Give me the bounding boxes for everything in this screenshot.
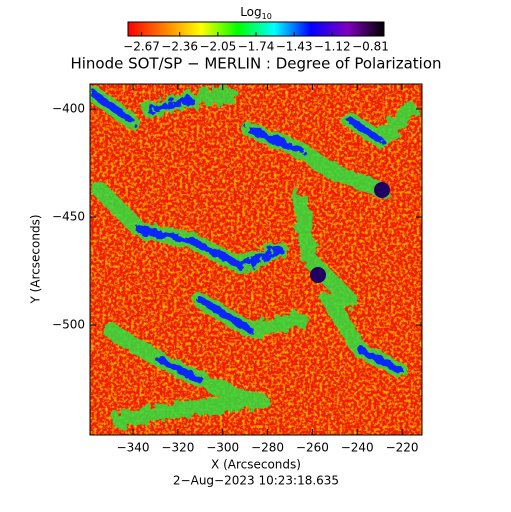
colorbar-tick-label: −1.74 [238, 40, 275, 54]
y-tick-label: −400 [52, 102, 85, 116]
x-tick-label: −300 [206, 441, 239, 455]
colorbar-tick-label: −2.05 [199, 40, 236, 54]
footer: 2−Aug−2023 10:23:18.635 [173, 474, 339, 488]
colorbar-label: Log10 [240, 5, 272, 21]
colorbar-tick-label: −2.67 [123, 40, 160, 54]
x-tick-label: −320 [161, 441, 194, 455]
image [90, 84, 422, 435]
x-tick-label: −340 [117, 441, 150, 455]
colorbar-tick-label: −0.81 [352, 40, 389, 54]
y-tick-label: −500 [52, 318, 85, 332]
chart-title: Hinode SOT/SP − MERLIN : Degree of Polar… [70, 55, 441, 73]
x-tick-label: −280 [251, 441, 284, 455]
x-tick-label: −220 [386, 441, 419, 455]
y-axis-label: Y (Arcseconds) [29, 214, 43, 304]
y-tick-label: −450 [52, 210, 85, 224]
plot-frame [89, 83, 423, 436]
colorbar-tick-label: −1.12 [314, 40, 351, 54]
x-tick-label: −240 [341, 441, 374, 455]
x-tick-label: −260 [296, 441, 329, 455]
colorbar-tick-label: −2.36 [161, 40, 198, 54]
colorbar-tick-label: −1.43 [276, 40, 313, 54]
x-axis-label: X (Arcseconds) [211, 458, 301, 472]
